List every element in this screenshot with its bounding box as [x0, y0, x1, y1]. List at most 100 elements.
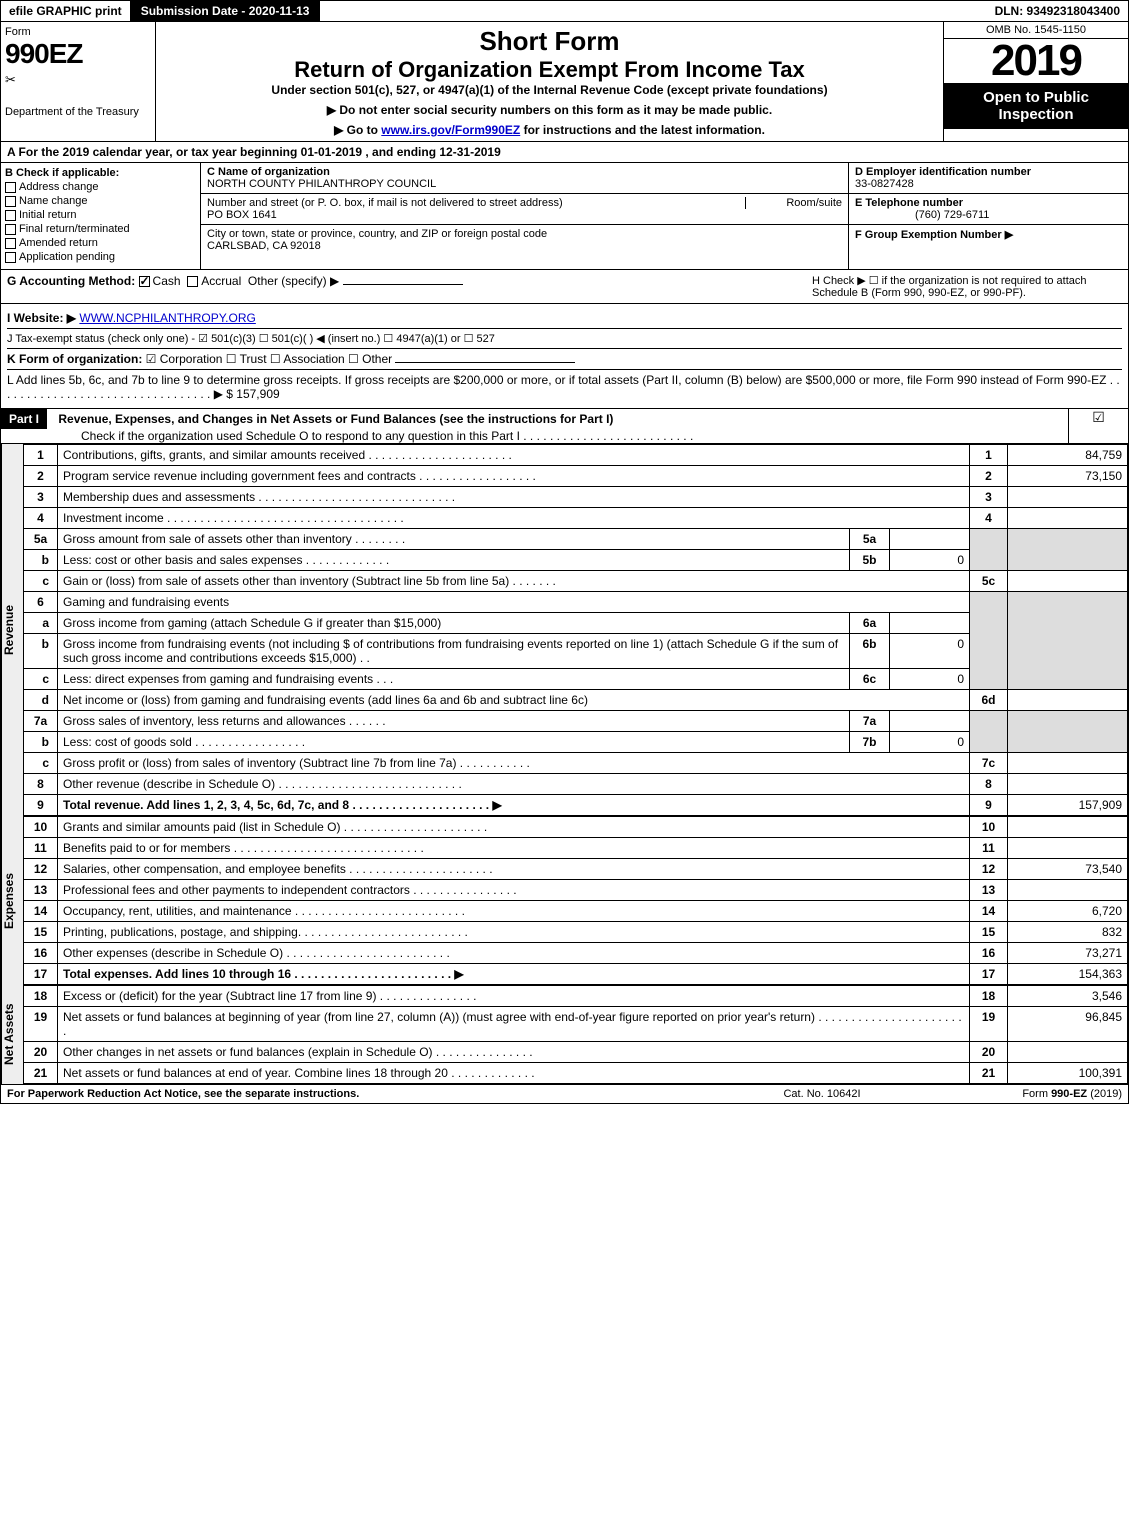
city-label: City or town, state or province, country… — [207, 228, 547, 240]
part1-label: Part I — [1, 409, 47, 429]
netassets-table: 18Excess or (deficit) for the year (Subt… — [23, 985, 1128, 1084]
donot-enter: ▶ Do not enter social security numbers o… — [160, 103, 939, 117]
cash-label: Cash — [153, 274, 181, 288]
tax-year-row: A For the 2019 calendar year, or tax yea… — [0, 142, 1129, 163]
h-check: H Check ▶ ☐ if the organization is not r… — [812, 274, 1122, 299]
line-14: 14Occupancy, rent, utilities, and mainte… — [24, 901, 1128, 922]
row-g-h: G Accounting Method: Cash Accrual Other … — [0, 270, 1129, 304]
website-link[interactable]: WWW.NCPHILANTHROPY.ORG — [79, 311, 255, 325]
page-footer: For Paperwork Reduction Act Notice, see … — [0, 1084, 1129, 1104]
cb-pending[interactable]: Application pending — [5, 251, 196, 263]
line-15: 15Printing, publications, postage, and s… — [24, 922, 1128, 943]
l-text: L Add lines 5b, 6c, and 7b to line 9 to … — [7, 373, 1120, 401]
cb-final-return[interactable]: Final return/terminated — [5, 223, 196, 235]
line-11: 11Benefits paid to or for members . . . … — [24, 838, 1128, 859]
other-input[interactable] — [343, 284, 463, 285]
cb-name-change[interactable]: Name change — [5, 195, 196, 207]
row-ijkl: I Website: ▶ WWW.NCPHILANTHROPY.ORG J Ta… — [0, 304, 1129, 409]
section-b: B Check if applicable: Address change Na… — [0, 163, 1129, 270]
line-6b: bGross income from fundraising events (n… — [24, 634, 1128, 669]
line-4: 4Investment income . . . . . . . . . . .… — [24, 508, 1128, 529]
form-title: Short Form — [160, 26, 939, 57]
row-j: J Tax-exempt status (check only one) - ☑… — [7, 328, 1122, 345]
row-i: I Website: ▶ WWW.NCPHILANTHROPY.ORG — [7, 311, 1122, 325]
g-accounting: G Accounting Method: Cash Accrual Other … — [7, 274, 812, 299]
f-label: F Group Exemption Number ▶ — [855, 229, 1013, 241]
line-6a: aGross income from gaming (attach Schedu… — [24, 613, 1128, 634]
d-ein-block: D Employer identification number 33-0827… — [849, 163, 1128, 194]
part1-title: Revenue, Expenses, and Changes in Net As… — [50, 412, 613, 426]
c-name-block: C Name of organization NORTH COUNTY PHIL… — [201, 163, 848, 194]
under-section: Under section 501(c), 527, or 4947(a)(1)… — [160, 83, 939, 97]
goto-post: for instructions and the latest informat… — [520, 123, 765, 137]
row-k: K Form of organization: ☑ Corporation ☐ … — [7, 348, 1122, 366]
cb-accrual[interactable] — [187, 276, 198, 287]
line-7c: cGross profit or (loss) from sales of in… — [24, 753, 1128, 774]
revenue-side-label: Revenue — [1, 444, 23, 816]
k-opts: ☑ Corporation ☐ Trust ☐ Association ☐ Ot… — [146, 352, 392, 366]
expenses-side-label: Expenses — [1, 816, 23, 985]
line-2: 2Program service revenue including gover… — [24, 466, 1128, 487]
tax-year: 2019 — [944, 39, 1128, 83]
section-b-mid: C Name of organization NORTH COUNTY PHIL… — [201, 163, 848, 269]
g-label: G Accounting Method: — [7, 274, 135, 288]
header-right: OMB No. 1545-1150 2019 Open to Public In… — [943, 22, 1128, 141]
open-public: Open to Public Inspection — [944, 83, 1128, 129]
line-5a: 5aGross amount from sale of assets other… — [24, 529, 1128, 550]
line-5b: bLess: cost or other basis and sales exp… — [24, 550, 1128, 571]
d-label: D Employer identification number — [855, 166, 1031, 178]
i-label: I Website: ▶ — [7, 311, 76, 325]
dln-label: DLN: 93492318043400 — [987, 1, 1128, 21]
form-subtitle: Return of Organization Exempt From Incom… — [160, 57, 939, 83]
line-6: 6Gaming and fundraising events — [24, 592, 1128, 613]
expenses-table: 10Grants and similar amounts paid (list … — [23, 816, 1128, 985]
form-number: 990EZ — [5, 38, 151, 70]
footer-right: Form 990-EZ (2019) — [922, 1088, 1122, 1100]
line-5c: cGain or (loss) from sale of assets othe… — [24, 571, 1128, 592]
line-18: 18Excess or (deficit) for the year (Subt… — [24, 986, 1128, 1007]
k-other-input[interactable] — [395, 362, 575, 363]
cb-amended[interactable]: Amended return — [5, 237, 196, 249]
section-b-right: D Employer identification number 33-0827… — [848, 163, 1128, 269]
netassets-section: Net Assets 18Excess or (deficit) for the… — [0, 985, 1129, 1084]
f-group-block: F Group Exemption Number ▶ — [849, 225, 1128, 244]
cb-cash[interactable] — [139, 276, 150, 287]
row-l: L Add lines 5b, 6c, and 7b to line 9 to … — [7, 369, 1122, 401]
line-19: 19Net assets or fund balances at beginni… — [24, 1007, 1128, 1042]
d-ein: 33-0827428 — [855, 178, 914, 190]
footer-mid: Cat. No. 10642I — [722, 1088, 922, 1100]
part1-check: Check if the organization used Schedule … — [1, 429, 693, 443]
footer-left: For Paperwork Reduction Act Notice, see … — [7, 1088, 722, 1100]
l-amount: 157,909 — [233, 387, 280, 401]
line-16: 16Other expenses (describe in Schedule O… — [24, 943, 1128, 964]
revenue-section: Revenue 1Contributions, gifts, grants, a… — [0, 444, 1129, 816]
goto-link[interactable]: www.irs.gov/Form990EZ — [381, 123, 520, 137]
accrual-label: Accrual — [201, 274, 241, 288]
strikethrough-icon: ✂ — [5, 72, 151, 88]
line-9: 9Total revenue. Add lines 1, 2, 3, 4, 5c… — [24, 795, 1128, 816]
line-17: 17Total expenses. Add lines 10 through 1… — [24, 964, 1128, 985]
line-8: 8Other revenue (describe in Schedule O) … — [24, 774, 1128, 795]
line-20: 20Other changes in net assets or fund ba… — [24, 1042, 1128, 1063]
header-left: Form 990EZ ✂ Department of the Treasury — [1, 22, 156, 141]
line-12: 12Salaries, other compensation, and empl… — [24, 859, 1128, 880]
c-label: C Name of organization — [207, 166, 330, 178]
dept-label: Department of the Treasury — [5, 106, 151, 118]
city-value: CARLSBAD, CA 92018 — [207, 240, 321, 252]
efile-label: efile GRAPHIC print — [1, 1, 131, 21]
line-13: 13Professional fees and other payments t… — [24, 880, 1128, 901]
section-b-left: B Check if applicable: Address change Na… — [1, 163, 201, 269]
part1-checkbox[interactable]: ☑ — [1068, 409, 1128, 443]
header-mid: Short Form Return of Organization Exempt… — [156, 22, 943, 141]
form-word: Form — [5, 26, 151, 38]
other-label: Other (specify) ▶ — [248, 274, 339, 288]
k-label: K Form of organization: — [7, 352, 142, 366]
expenses-section: Expenses 10Grants and similar amounts pa… — [0, 816, 1129, 985]
netassets-side-label: Net Assets — [1, 985, 23, 1084]
goto-pre: ▶ Go to — [334, 123, 381, 137]
city-block: City or town, state or province, country… — [201, 225, 848, 255]
cb-address-change[interactable]: Address change — [5, 181, 196, 193]
cb-initial-return[interactable]: Initial return — [5, 209, 196, 221]
goto-line: ▶ Go to www.irs.gov/Form990EZ for instru… — [160, 123, 939, 137]
addr-value: PO BOX 1641 — [207, 209, 277, 221]
